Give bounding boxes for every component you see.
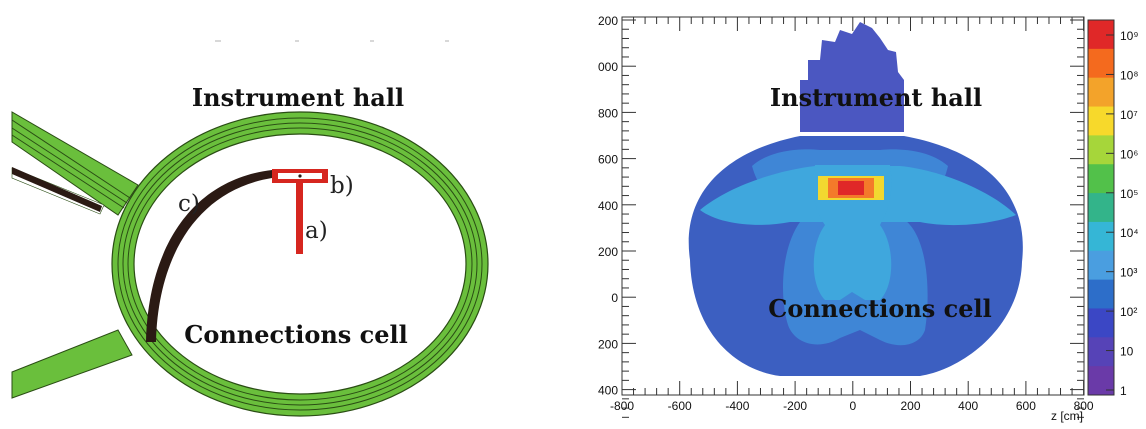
x-tick-label: -600: [668, 399, 692, 413]
x-tick-label: 200: [900, 399, 920, 413]
colorbar-segment: [1088, 48, 1114, 79]
right-label-instrument-hall: Instrument hall: [770, 83, 982, 112]
right-label-connections-cell: Connections cell: [768, 294, 992, 323]
red-stem: [296, 178, 303, 254]
y-tick-label: 400: [598, 199, 618, 213]
x-tick-label: -400: [725, 399, 749, 413]
x-tick-label: 600: [1016, 399, 1036, 413]
heatmap: [688, 22, 1023, 376]
colorbar-frame: [1087, 19, 1115, 396]
x-axis: -800 -600 -400 -200 0 200 400 600 800: [610, 17, 1094, 413]
colorbar-segment: [1088, 221, 1114, 252]
colorbar-segment: [1088, 193, 1114, 223]
marker-a: a): [305, 218, 328, 244]
x-tick-label: 400: [958, 399, 978, 413]
colorbar-segment: [1088, 250, 1114, 281]
x-axis-label: z [cm]: [1051, 409, 1083, 423]
colorbar-tick-label: 10⁷: [1120, 108, 1138, 122]
colorbar-tick-label: 10⁹: [1120, 29, 1139, 43]
left-title-connections-cell: Connections cell: [184, 320, 408, 349]
left-title-instrument-hall: Instrument hall: [192, 83, 404, 112]
heatmap-upper-plume: [800, 22, 904, 132]
right-heatmap-panel: 200 000 800 600 400 200 0 200 400 600 -800 -600 -40…: [598, 14, 1139, 428]
colorbar-tick-label: 10: [1120, 345, 1134, 359]
colorbar-tick-label: 10⁶: [1120, 147, 1138, 161]
colorbar-ticks: 10⁹ 10⁸ 10⁷ 10⁶ 10⁵ 10⁴ 10³ 10² 10 1: [1106, 29, 1139, 398]
hotspot-red: [838, 181, 864, 195]
colorbar-tick-label: 10⁴: [1120, 226, 1139, 240]
y-tick-label: 200: [598, 14, 618, 28]
lower-beam-guide: [11, 329, 133, 399]
x-tick-label: -800: [610, 399, 634, 413]
y-tick-label: 600: [598, 153, 618, 167]
x-tick-label: -200: [783, 399, 807, 413]
y-tick-label: 800: [598, 106, 618, 120]
colorbar-segment: [1088, 308, 1114, 338]
y-tick-label: 200: [598, 337, 618, 351]
colorbar-segment: [1088, 337, 1114, 367]
colorbar: [1087, 19, 1115, 396]
y-tick-label: 0: [611, 291, 618, 305]
y-tick-label: 400: [598, 384, 618, 398]
colorbar-segment: [1088, 106, 1114, 136]
colorbar-segment: [1088, 366, 1114, 396]
y-tick-label: 200: [598, 245, 618, 259]
colorbar-segment: [1088, 164, 1114, 194]
dark-shield-arc: [146, 170, 272, 342]
y-axis: 200 000 800 600 400 200 0 200 400 600: [598, 14, 1084, 428]
marker-c: c): [178, 191, 200, 217]
colorbar-segment: [1088, 77, 1114, 108]
colorbar-tick-label: 10⁸: [1120, 68, 1138, 82]
y-tick-label: 000: [598, 60, 618, 74]
scan-artifacts: [215, 40, 449, 42]
colorbar-tick-label: 10²: [1120, 305, 1137, 319]
x-tick-label: 800: [1074, 399, 1094, 413]
colorbar-tick-label: 10³: [1120, 266, 1137, 280]
left-geometry-panel: a) b) c) Instrument hall Connections cel…: [11, 40, 489, 417]
colorbar-tick-label: 10⁵: [1120, 187, 1138, 201]
colorbar-tick-label: 1: [1120, 384, 1127, 398]
colorbar-segment: [1088, 279, 1114, 309]
dark-shield-left: [12, 167, 102, 212]
marker-b: b): [330, 173, 354, 199]
x-tick-label: 0: [849, 399, 856, 413]
colorbar-segment: [1088, 135, 1114, 165]
